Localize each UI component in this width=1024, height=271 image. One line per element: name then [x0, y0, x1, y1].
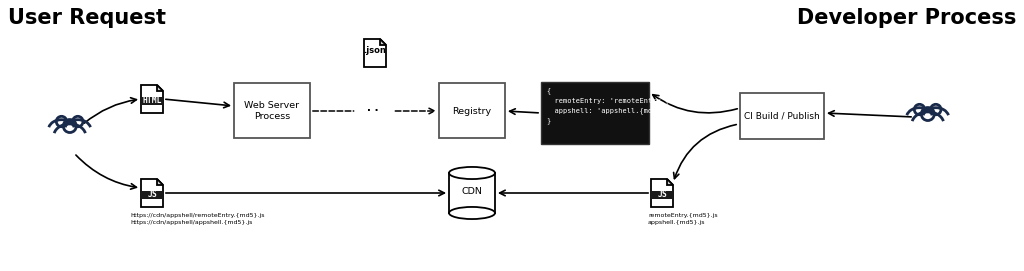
Ellipse shape [449, 207, 495, 219]
Polygon shape [667, 179, 673, 185]
Text: remoteEntry.{md5}.js
appshell.{md5}.js: remoteEntry.{md5}.js appshell.{md5}.js [648, 212, 718, 225]
Text: JS: JS [147, 191, 157, 199]
Text: HTML: HTML [142, 96, 162, 105]
Text: https://cdn/appshell/remoteEntry.{md5}.js
https://cdn/appshell/appshell.{md5}.js: https://cdn/appshell/remoteEntry.{md5}.j… [130, 212, 264, 225]
Text: CDN: CDN [462, 188, 482, 196]
FancyBboxPatch shape [141, 191, 163, 198]
Polygon shape [157, 85, 163, 91]
Text: · ·: · · [367, 106, 382, 116]
Ellipse shape [449, 167, 495, 179]
Text: Developer Process: Developer Process [797, 8, 1016, 28]
Polygon shape [449, 173, 495, 213]
Text: .json: .json [364, 46, 386, 55]
Text: {
  remoteEntry: 'remoteEntry.{md5}.js',
  appshell: 'appshell.{md5}.js'
}: { remoteEntry: 'remoteEntry.{md5}.js', a… [546, 87, 708, 124]
Text: Web Server
Process: Web Server Process [245, 101, 300, 121]
FancyBboxPatch shape [740, 93, 824, 139]
Text: CI Build / Publish: CI Build / Publish [744, 111, 820, 121]
Polygon shape [141, 179, 163, 207]
FancyBboxPatch shape [541, 82, 649, 144]
Text: JS: JS [657, 191, 667, 199]
FancyBboxPatch shape [234, 83, 310, 138]
Polygon shape [651, 179, 673, 207]
Text: User Request: User Request [8, 8, 166, 28]
Polygon shape [157, 179, 163, 185]
FancyBboxPatch shape [651, 191, 673, 198]
FancyBboxPatch shape [141, 97, 163, 105]
Polygon shape [364, 39, 386, 67]
Text: Registry: Registry [453, 107, 492, 115]
FancyBboxPatch shape [439, 83, 505, 138]
Polygon shape [380, 39, 386, 45]
Polygon shape [141, 85, 163, 113]
